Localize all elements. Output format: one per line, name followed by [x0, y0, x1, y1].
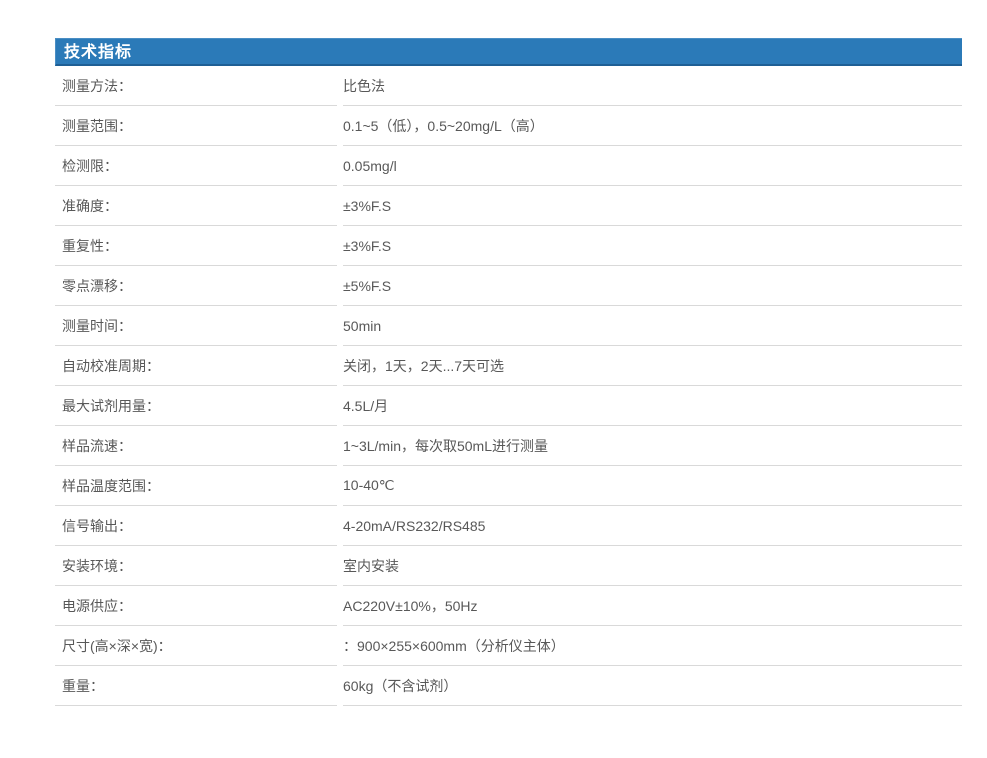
spec-label: 零点漂移：: [55, 266, 337, 306]
spec-table: 技术指标 测量方法： 比色法 测量范围： 0.1~5（低），0.5~20mg/L…: [55, 38, 962, 706]
spec-label: 检测限：: [55, 146, 337, 186]
spec-value: 50min: [343, 306, 962, 346]
spec-value: 比色法: [343, 66, 962, 106]
spec-value: 室内安装: [343, 546, 962, 586]
spec-row: 测量方法： 比色法: [55, 66, 962, 106]
spec-label: 样品流速：: [55, 426, 337, 466]
spec-value: 60kg（不含试剂）: [343, 666, 962, 706]
spec-value: 0.05mg/l: [343, 146, 962, 186]
spec-value: AC220V±10%，50Hz: [343, 586, 962, 626]
spec-value: ±3%F.S: [343, 186, 962, 226]
spec-label: 准确度：: [55, 186, 337, 226]
spec-label: 电源供应：: [55, 586, 337, 626]
spec-row: 检测限： 0.05mg/l: [55, 146, 962, 186]
spec-row: 测量范围： 0.1~5（低），0.5~20mg/L（高）: [55, 106, 962, 146]
spec-label: 最大试剂用量：: [55, 386, 337, 426]
spec-table-title: 技术指标: [55, 38, 962, 66]
spec-label: 安装环境：: [55, 546, 337, 586]
spec-row: 重复性： ±3%F.S: [55, 226, 962, 266]
spec-label: 测量范围：: [55, 106, 337, 146]
spec-label: 自动校准周期：: [55, 346, 337, 386]
spec-label: 样品温度范围：: [55, 466, 337, 506]
spec-label: 测量方法：: [55, 66, 337, 106]
spec-row: 测量时间： 50min: [55, 306, 962, 346]
spec-row: 自动校准周期： 关闭，1天，2天...7天可选: [55, 346, 962, 386]
spec-row: 最大试剂用量： 4.5L/月: [55, 386, 962, 426]
spec-value: 10-40℃: [343, 466, 962, 506]
spec-row: 重量： 60kg（不含试剂）: [55, 666, 962, 706]
spec-label: 测量时间：: [55, 306, 337, 346]
spec-value: ±5%F.S: [343, 266, 962, 306]
spec-row: 样品温度范围： 10-40℃: [55, 466, 962, 506]
spec-row: 电源供应： AC220V±10%，50Hz: [55, 586, 962, 626]
spec-label: 尺寸(高×深×宽)：: [55, 626, 337, 666]
spec-value: 4-20mA/RS232/RS485: [343, 506, 962, 546]
spec-value: 1~3L/min，每次取50mL进行测量: [343, 426, 962, 466]
spec-label: 重复性：: [55, 226, 337, 266]
spec-value: 关闭，1天，2天...7天可选: [343, 346, 962, 386]
spec-rows: 测量方法： 比色法 测量范围： 0.1~5（低），0.5~20mg/L（高） 检…: [55, 66, 962, 706]
spec-value: ：900×255×600mm（分析仪主体）: [343, 626, 962, 666]
spec-value: 4.5L/月: [343, 386, 962, 426]
spec-row: 样品流速： 1~3L/min，每次取50mL进行测量: [55, 426, 962, 466]
spec-value: 0.1~5（低），0.5~20mg/L（高）: [343, 106, 962, 146]
spec-row: 准确度： ±3%F.S: [55, 186, 962, 226]
spec-value: ±3%F.S: [343, 226, 962, 266]
spec-row: 零点漂移： ±5%F.S: [55, 266, 962, 306]
spec-label: 重量：: [55, 666, 337, 706]
spec-row: 安装环境： 室内安装: [55, 546, 962, 586]
spec-row: 尺寸(高×深×宽)： ：900×255×600mm（分析仪主体）: [55, 626, 962, 666]
spec-label: 信号输出：: [55, 506, 337, 546]
spec-row: 信号输出： 4-20mA/RS232/RS485: [55, 506, 962, 546]
